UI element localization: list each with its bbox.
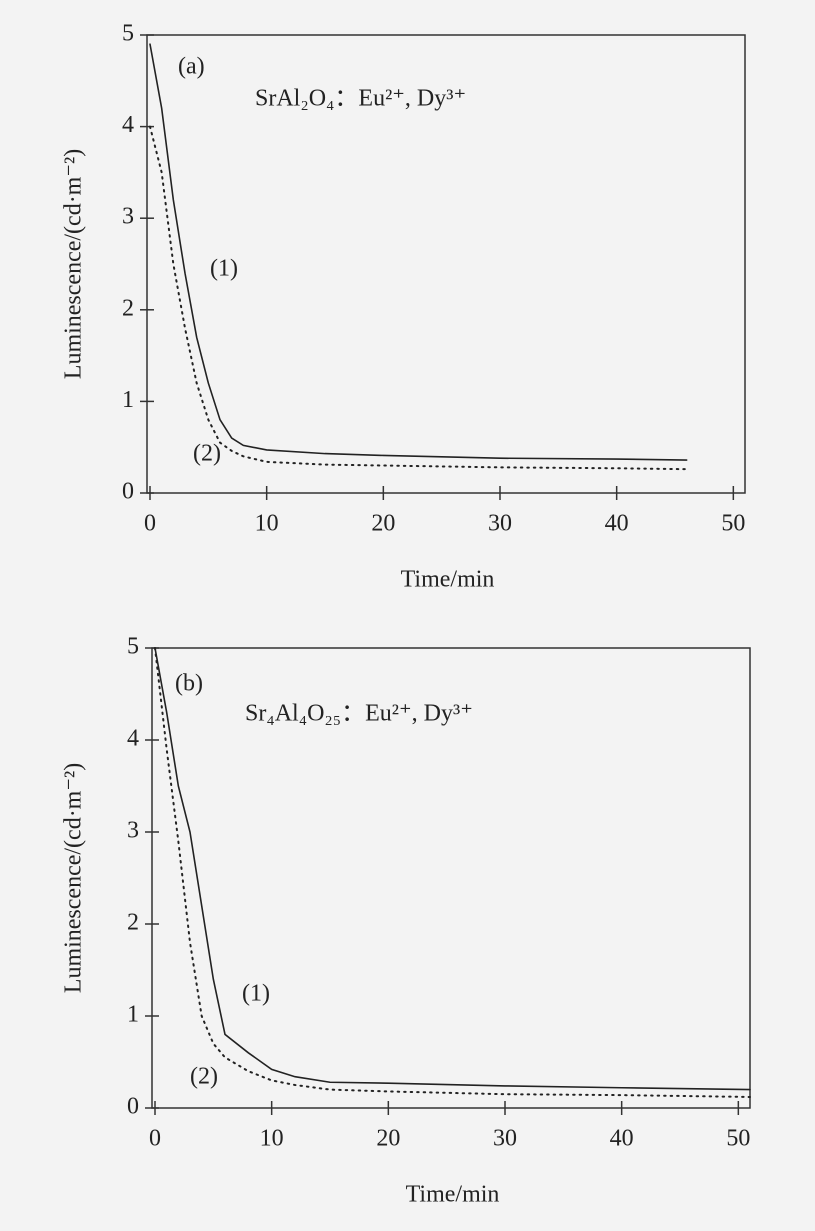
x-tick-label: 10 [255,511,279,537]
x-tick-label: 50 [726,1126,750,1152]
y-tick-label: 0 [127,1094,139,1120]
x-axis-label: Time/min [401,567,495,593]
y-tick-label: 1 [122,387,134,413]
x-tick-label: 10 [260,1126,284,1152]
plot-frame [151,647,751,1109]
curve-label: (1) [242,981,270,1007]
data-line [149,125,688,471]
panel-label: (b) [175,671,203,697]
panel-label: (a) [178,54,205,80]
data-line [149,43,688,461]
y-tick-label: 4 [122,112,134,138]
x-tick-label: 30 [488,511,512,537]
y-axis-label: Luminescence/(cd·m⁻²) [61,149,87,379]
plot-frame [146,34,746,494]
x-axis-label: Time/min [406,1182,500,1208]
y-tick-label: 5 [127,634,139,660]
x-tick-label: 20 [376,1126,400,1152]
data-line [154,647,751,1098]
y-tick-label: 4 [127,726,139,752]
y-tick-label: 2 [122,295,134,321]
x-tick-label: 40 [605,511,629,537]
x-tick-label: 30 [493,1126,517,1152]
x-tick-label: 20 [371,511,395,537]
y-tick-label: 3 [127,818,139,844]
y-tick-label: 3 [122,204,134,230]
y-tick-label: 5 [122,21,134,47]
curve-label: (2) [193,441,221,467]
x-tick-label: 0 [144,511,156,537]
y-tick-label: 2 [127,910,139,936]
x-tick-label: 0 [149,1126,161,1152]
x-tick-label: 40 [610,1126,634,1152]
y-tick-label: 1 [127,1002,139,1028]
x-tick-label: 50 [721,511,745,537]
chart-title: SrAl₂O₄：Eu²⁺, Dy³⁺ [255,86,466,112]
chart-title: Sr₄Al₄O₂₅：Eu²⁺, Dy³⁺ [245,701,473,727]
data-line [154,647,751,1091]
curve-label: (1) [210,256,238,282]
y-axis-label: Luminescence/(cd·m⁻²) [61,763,87,993]
y-tick-label: 0 [122,479,134,505]
curve-label: (2) [190,1064,218,1090]
